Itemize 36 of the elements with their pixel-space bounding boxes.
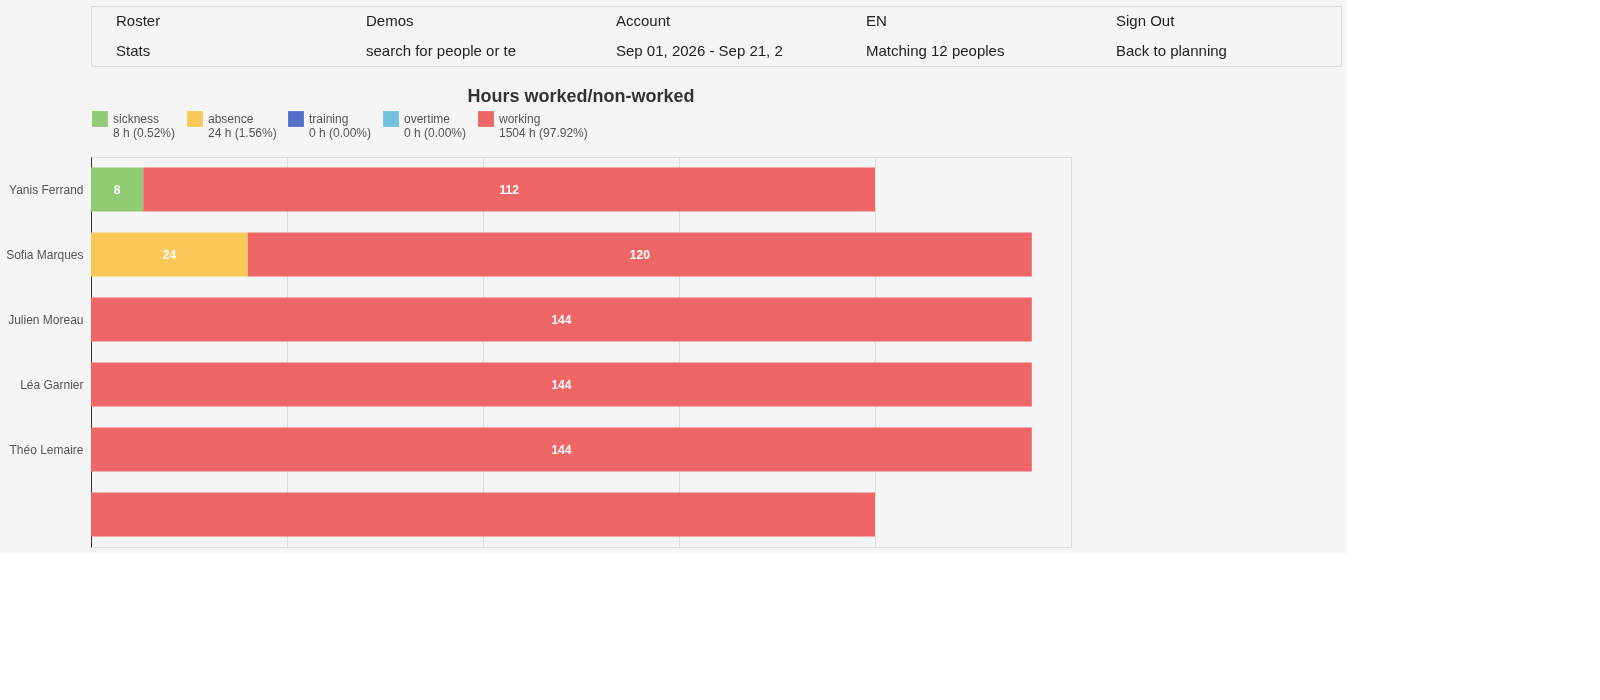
bar: [247, 232, 1032, 277]
bar: [91, 492, 875, 537]
bar: [91, 297, 1032, 342]
y-tick-label: Sofia Marques: [6, 247, 84, 262]
text: Roster: [116, 12, 161, 29]
y-tick-label: Théo Lemaire: [9, 442, 84, 457]
data-label: 112: [499, 182, 520, 197]
legend-label: working 1504 h (97.92%): [498, 112, 588, 140]
text: EN: [866, 12, 887, 29]
y-tick-label: Léa Garnier: [20, 377, 84, 392]
bar: [91, 427, 1032, 472]
text: Back to planning: [1116, 42, 1227, 59]
legend-label: sickness 8 h (0.52%): [113, 112, 176, 140]
legend-label: overtime 0 h (0.00%): [404, 112, 467, 140]
data-label: 24: [162, 247, 177, 262]
text: Sep 01, 2026 - Sep 21, 2: [616, 42, 783, 59]
chart-title: Hours worked/non-worked: [467, 86, 695, 106]
text: Sign Out: [1116, 12, 1176, 29]
text: search for people or te: [366, 42, 517, 59]
data-label: 144: [551, 442, 572, 457]
y-tick-label: Julien Moreau: [8, 312, 84, 327]
data-label: 144: [551, 312, 572, 327]
legend-label: training 0 h (0.00%): [309, 112, 372, 140]
text: Demos: [366, 12, 414, 29]
text: Stats: [116, 42, 151, 59]
bar: [143, 167, 875, 212]
bar: [91, 362, 1032, 407]
text: Matching 12 peoples: [866, 42, 1005, 59]
text: Account: [616, 12, 672, 29]
y-tick-label: Yanis Ferrand: [9, 182, 84, 197]
bar: [91, 232, 248, 277]
data-label: 8: [113, 182, 121, 197]
bar: [91, 167, 144, 212]
legend-label: absence 24 h (1.56%): [208, 112, 277, 140]
data-label: 144: [551, 377, 572, 392]
data-label: 120: [629, 247, 651, 262]
